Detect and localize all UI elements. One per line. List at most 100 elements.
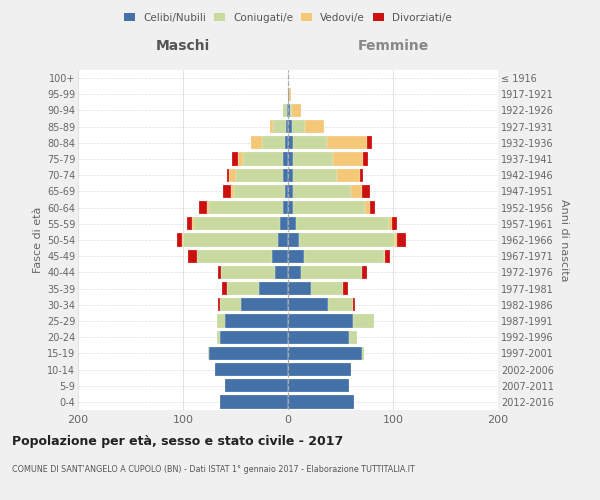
Bar <box>327 136 367 149</box>
Bar <box>392 217 397 230</box>
Bar <box>193 217 280 230</box>
Bar <box>251 136 262 149</box>
Bar <box>353 298 355 312</box>
Bar <box>361 266 367 279</box>
Bar <box>287 104 288 117</box>
Bar <box>296 217 389 230</box>
Bar <box>235 185 285 198</box>
Bar <box>288 104 290 117</box>
Bar <box>259 282 288 295</box>
Bar <box>288 120 292 134</box>
Bar <box>220 396 288 408</box>
Bar <box>209 346 288 360</box>
Bar <box>285 136 288 149</box>
Bar <box>361 168 362 182</box>
Bar <box>280 217 288 230</box>
Bar <box>292 120 305 134</box>
Bar <box>288 330 349 344</box>
Bar <box>362 152 368 166</box>
Bar <box>288 250 304 263</box>
Bar <box>225 314 288 328</box>
Bar <box>289 88 291 101</box>
Bar <box>283 152 288 166</box>
Bar <box>299 234 395 246</box>
Bar <box>290 104 292 117</box>
Bar <box>225 379 288 392</box>
Bar <box>208 346 209 360</box>
Bar <box>288 266 301 279</box>
Bar <box>311 282 343 295</box>
Bar <box>187 217 193 230</box>
Bar <box>232 185 235 198</box>
Bar <box>301 266 362 279</box>
Bar <box>220 330 288 344</box>
Bar <box>238 152 243 166</box>
Bar <box>243 152 283 166</box>
Bar <box>221 266 275 279</box>
Bar <box>273 120 286 134</box>
Bar <box>227 168 229 182</box>
Bar <box>222 282 227 295</box>
Text: Femmine: Femmine <box>358 39 428 53</box>
Bar <box>199 201 207 214</box>
Text: Popolazione per età, sesso e stato civile - 2017: Popolazione per età, sesso e stato civil… <box>12 435 343 448</box>
Bar <box>370 201 375 214</box>
Bar <box>395 234 397 246</box>
Bar <box>288 379 349 392</box>
Bar <box>385 250 390 263</box>
Bar <box>220 298 241 312</box>
Bar <box>288 363 351 376</box>
Bar <box>207 201 209 214</box>
Bar <box>283 104 287 117</box>
Bar <box>337 168 361 182</box>
Bar <box>286 120 288 134</box>
Bar <box>288 136 293 149</box>
Bar <box>223 185 232 198</box>
Bar <box>270 120 274 134</box>
Bar <box>215 363 288 376</box>
Bar <box>288 298 328 312</box>
Bar <box>288 346 361 360</box>
Bar <box>383 250 385 263</box>
Bar <box>197 250 272 263</box>
Y-axis label: Fasce di età: Fasce di età <box>32 207 43 273</box>
Bar <box>218 266 221 279</box>
Bar <box>293 152 333 166</box>
Bar <box>262 136 285 149</box>
Bar <box>288 152 293 166</box>
Bar <box>293 136 327 149</box>
Bar <box>217 314 225 328</box>
Bar <box>232 152 238 166</box>
Bar <box>218 298 220 312</box>
Bar <box>217 330 220 344</box>
Bar <box>288 168 293 182</box>
Bar <box>288 396 354 408</box>
Text: Maschi: Maschi <box>156 39 210 53</box>
Bar <box>288 88 289 101</box>
Bar <box>328 298 353 312</box>
Bar <box>183 234 277 246</box>
Bar <box>367 136 372 149</box>
Bar <box>277 234 288 246</box>
Bar <box>343 282 348 295</box>
Bar <box>293 185 351 198</box>
Bar <box>188 250 197 263</box>
Text: COMUNE DI SANT'ANGELO A CUPOLO (BN) - Dati ISTAT 1° gennaio 2017 - Elaborazione : COMUNE DI SANT'ANGELO A CUPOLO (BN) - Da… <box>12 465 415 474</box>
Bar <box>209 201 283 214</box>
Bar <box>361 346 364 360</box>
Bar <box>176 234 182 246</box>
Bar <box>351 185 361 198</box>
Bar <box>304 250 383 263</box>
Bar <box>241 298 288 312</box>
Legend: Celibi/Nubili, Coniugati/e, Vedovi/e, Divorziati/e: Celibi/Nubili, Coniugati/e, Vedovi/e, Di… <box>124 12 452 22</box>
Bar <box>397 234 406 246</box>
Bar <box>275 266 288 279</box>
Bar <box>305 120 324 134</box>
Bar <box>288 234 299 246</box>
Bar <box>293 168 337 182</box>
Bar <box>349 330 358 344</box>
Bar <box>182 234 183 246</box>
Bar <box>288 282 311 295</box>
Bar <box>272 250 288 263</box>
Bar <box>333 152 362 166</box>
